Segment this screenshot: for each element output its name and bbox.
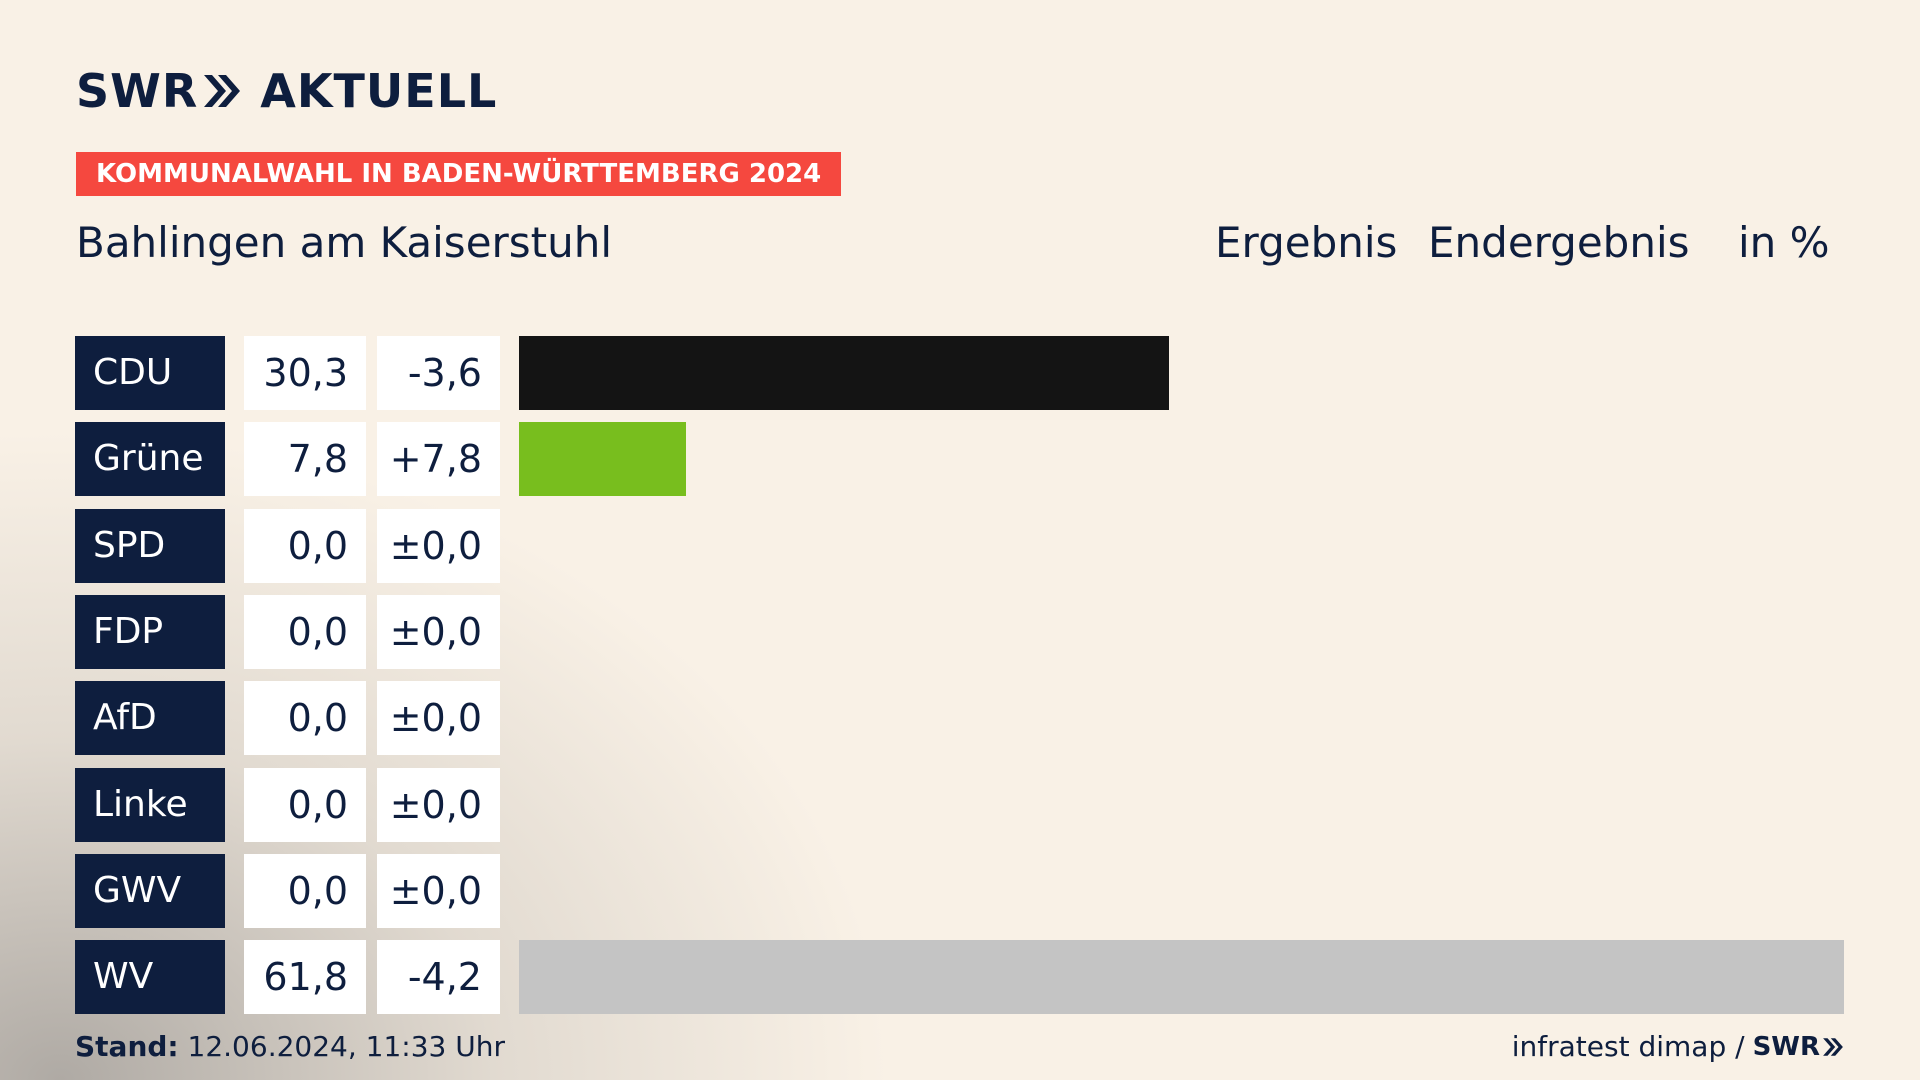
party-label: Linke: [75, 767, 225, 842]
footer-source: infratest dimap / SWR: [1512, 1030, 1844, 1063]
bar-grüne: [519, 422, 686, 497]
result-value: 61,8: [244, 940, 366, 1015]
result-value: 0,0: [244, 681, 366, 756]
footer-logo-text: SWR: [1752, 1031, 1820, 1062]
result-value: 0,0: [244, 853, 366, 928]
row-afd: AfD 0,0 ±0,0: [0, 681, 1920, 756]
row-fdp: FDP 0,0 ±0,0: [0, 594, 1920, 669]
source-text: infratest dimap /: [1511, 1030, 1745, 1063]
row-cdu: CDU 30,3 -3,6: [0, 336, 1920, 410]
party-label: SPD: [75, 508, 225, 583]
party-label: FDP: [75, 594, 225, 669]
party-label: WV: [75, 940, 225, 1015]
result-value: 0,0: [244, 594, 366, 669]
diff-value: ±0,0: [377, 594, 500, 669]
diff-value: -3,6: [377, 336, 500, 410]
diff-value: ±0,0: [377, 508, 500, 583]
diff-value: +7,8: [377, 422, 500, 497]
swr-aktuell-logo: SWR AKTUELL: [76, 64, 498, 118]
logo-swr-text: SWR: [76, 64, 199, 118]
row-gwv: GWV 0,0 ±0,0: [0, 853, 1920, 928]
party-label: CDU: [75, 336, 225, 410]
result-value: 7,8: [244, 422, 366, 497]
header-unit: in %: [1738, 218, 1830, 267]
diff-value: -4,2: [377, 940, 500, 1015]
party-label: Grüne: [75, 422, 225, 497]
election-tag: KOMMUNALWAHL IN BADEN-WÜRTTEMBERG 2024: [76, 152, 842, 196]
party-label: AfD: [75, 681, 225, 756]
footer-swr-logo: SWR: [1753, 1032, 1844, 1062]
diff-value: ±0,0: [377, 853, 500, 928]
header-result: Ergebnis: [1215, 218, 1398, 267]
stand-label: Stand:: [75, 1030, 179, 1063]
bar-wv: [519, 940, 1844, 1015]
result-value: 0,0: [244, 508, 366, 583]
party-label: GWV: [75, 853, 225, 928]
diff-value: ±0,0: [377, 767, 500, 842]
footer-stand: Stand: 12.06.2024, 11:33 Uhr: [75, 1030, 505, 1063]
result-value: 0,0: [244, 767, 366, 842]
result-value: 30,3: [244, 336, 366, 410]
logo-aktuell-text: AKTUELL: [260, 64, 498, 118]
place-title: Bahlingen am Kaiserstuhl: [76, 218, 613, 267]
row-wv: WV 61,8 -4,2: [0, 940, 1920, 1015]
header-final: Endergebnis: [1428, 218, 1690, 267]
footer-chevron-icon: [1823, 1037, 1843, 1056]
stand-value: 12.06.2024, 11:33 Uhr: [187, 1030, 505, 1063]
row-grüne: Grüne 7,8 +7,8: [0, 422, 1920, 497]
row-linke: Linke 0,0 ±0,0: [0, 767, 1920, 842]
bar-cdu: [519, 336, 1169, 410]
double-chevron-icon: [202, 73, 242, 109]
row-spd: SPD 0,0 ±0,0: [0, 508, 1920, 583]
diff-value: ±0,0: [377, 681, 500, 756]
